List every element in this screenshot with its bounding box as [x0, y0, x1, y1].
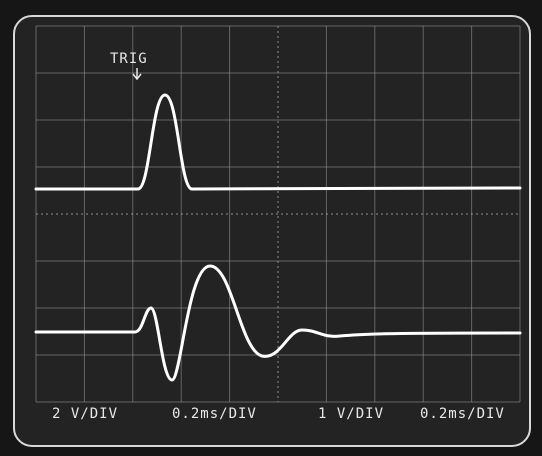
channel-1-time-per-div: 0.2ms/DIV [172, 406, 257, 422]
trigger-label: TRIG [110, 51, 148, 67]
channel-2-volts-per-div: 1 V/DIV [318, 406, 384, 422]
channel-1-volts-per-div: 2 V/DIV [52, 406, 118, 422]
screen [14, 16, 530, 446]
channel-2-time-per-div: 0.2ms/DIV [420, 406, 505, 422]
oscilloscope-screen: TRIG 2 V/DIV 0.2ms/DIV 1 V/DIV 0.2ms/DIV [0, 0, 542, 456]
